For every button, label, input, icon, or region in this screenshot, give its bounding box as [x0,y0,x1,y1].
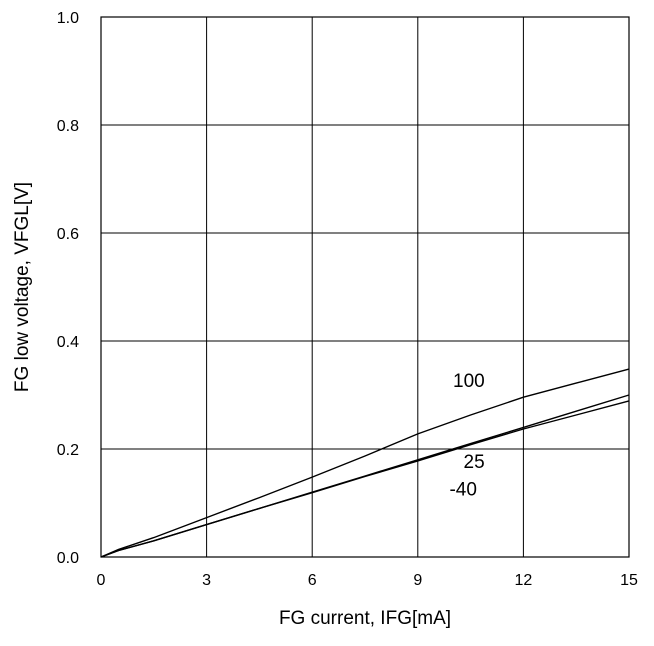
series-label-1: 25 [464,452,485,473]
x-tick-label-0: 0 [97,572,106,589]
x-tick-label-2: 6 [308,572,317,589]
plot-frame [100,16,630,558]
y-tick-label-0: 0.0 [57,550,79,567]
x-tick-label-4: 12 [515,572,533,589]
y-axis-title: FG low voltage, VFGL[V] [12,182,33,392]
grid [101,17,629,557]
x-tick-label-5: 15 [620,572,638,589]
series-label-2: -40 [449,479,476,500]
y-tick-label-1: 0.2 [57,442,79,459]
series-line-2 [100,400,630,558]
y-tick-labels: 0.0 0.2 0.4 0.6 0.8 1.0 [57,10,79,567]
x-tick-label-3: 9 [413,572,422,589]
y-tick-label-3: 0.6 [57,226,79,243]
x-axis-title: FG current, IFG[mA] [279,608,451,629]
series-label-0: 100 [453,371,485,392]
y-tick-label-5: 1.0 [57,10,79,27]
series-lines [100,368,630,558]
x-tick-label-1: 3 [202,572,211,589]
y-tick-label-2: 0.4 [57,334,79,351]
x-tick-labels: 0 3 6 9 12 15 [97,572,638,589]
y-tick-label-4: 0.8 [57,118,79,135]
series-labels: 100 25 -40 [449,371,484,501]
series-line-0 [100,368,630,558]
